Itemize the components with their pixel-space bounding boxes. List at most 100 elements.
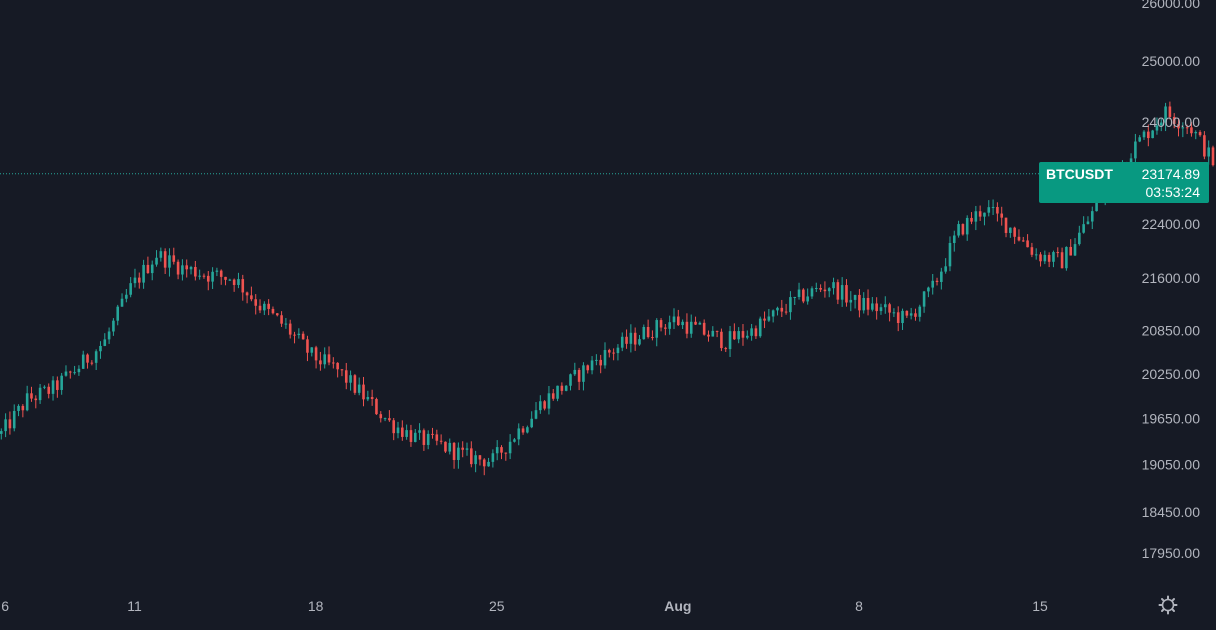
candle-body [176,261,180,275]
candle-body [1060,252,1064,269]
candle-body [103,339,107,346]
candle [827,287,831,298]
candle [293,331,296,344]
candle-body [155,257,158,265]
candle-body [1181,127,1185,129]
candle [1168,101,1172,120]
candle [168,248,171,277]
candle-body [392,420,395,434]
candle-body [413,432,417,442]
candle-body [168,255,171,268]
candle-body [1069,246,1073,256]
candle-body [206,275,210,282]
candle-body [1073,244,1077,256]
candle [60,372,63,395]
candle-body [728,331,732,350]
candle [944,258,947,274]
candle [284,318,288,329]
candle [206,271,210,291]
candle [107,327,111,344]
candle-body [30,393,33,399]
candle [1155,117,1159,135]
candle-body [797,289,801,297]
candle [103,333,107,347]
candle-body [707,334,710,337]
candle-body [1203,135,1206,157]
candle-body [1198,132,1202,136]
candle-body [689,321,693,334]
candle [99,341,102,359]
candle [780,299,784,318]
candle-body [418,430,421,433]
candle [8,411,12,435]
candle-body [228,279,232,281]
candle [513,438,516,443]
candle-body [38,387,42,401]
time-axis[interactable]: 6 11 18 25 Aug 8 15 [1,598,1048,614]
candle-body [685,321,689,334]
candle-body [68,371,72,373]
candle [819,284,822,293]
candle [275,312,279,317]
candle-body [875,303,878,312]
candle [608,348,611,358]
candle [258,299,262,314]
candle-body [297,333,301,336]
candle [254,294,258,315]
candle-body [1043,254,1047,262]
candle [745,330,749,340]
candle-body [784,311,788,313]
candle-body [996,206,999,214]
candle-body [1090,211,1094,222]
candle-body [638,339,641,345]
price-axis[interactable]: 26000.00 25000.00 24000.00 22400.00 21600.00… [1142,0,1201,561]
candle-body [922,291,926,307]
candle [806,288,809,305]
candle [125,288,128,303]
candle [797,282,801,300]
candle [1030,242,1034,258]
candle [892,308,896,318]
candle [1000,206,1004,226]
candle-body [711,330,715,337]
candle-body [90,362,94,364]
candle [866,289,870,316]
candle-body [840,285,844,300]
candle [444,441,447,453]
candle [638,334,641,346]
price-tick-label: 21600.00 [1142,270,1201,286]
candle-body [250,295,253,300]
candle-body [431,433,434,435]
gear-icon[interactable] [1158,595,1178,615]
candle-body [133,277,137,284]
candle [224,276,227,286]
candle [931,274,935,295]
candle [603,342,607,369]
candle [577,367,581,391]
candle [112,318,115,336]
candle-body [991,206,995,208]
candle [452,442,456,469]
candle [245,291,249,304]
candle [301,331,305,340]
candle-body [1052,252,1055,262]
candle-body [457,447,460,460]
candle-body [470,448,473,465]
candle-body [500,447,503,453]
candle-body [1147,131,1150,139]
candle [133,268,137,288]
candle-body [745,335,749,338]
candle [211,267,214,289]
candle [823,281,827,298]
candle-body [1095,200,1098,212]
symbol-label: BTCUSDT [1046,166,1113,182]
candle [4,413,7,438]
candle [771,309,775,323]
candle-body [560,385,564,391]
last-price-label: 23174.89 [1142,166,1201,182]
candle-body [547,393,551,409]
candle-body [935,280,939,282]
candle-body [487,461,490,467]
candle [539,395,542,414]
